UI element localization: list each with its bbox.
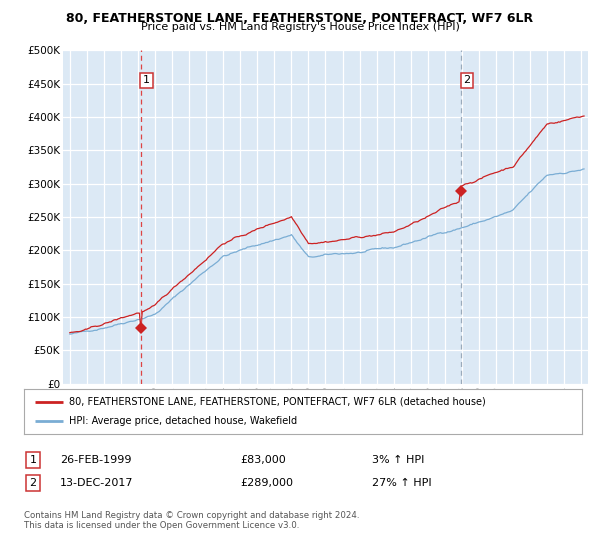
Text: Contains HM Land Registry data © Crown copyright and database right 2024.
This d: Contains HM Land Registry data © Crown c… [24, 511, 359, 530]
Text: Price paid vs. HM Land Registry's House Price Index (HPI): Price paid vs. HM Land Registry's House … [140, 22, 460, 32]
Text: 26-FEB-1999: 26-FEB-1999 [60, 455, 131, 465]
Text: 80, FEATHERSTONE LANE, FEATHERSTONE, PONTEFRACT, WF7 6LR (detached house): 80, FEATHERSTONE LANE, FEATHERSTONE, PON… [68, 396, 485, 407]
Text: 2: 2 [464, 76, 470, 85]
Text: £289,000: £289,000 [240, 478, 293, 488]
Text: 2: 2 [29, 478, 37, 488]
Text: 13-DEC-2017: 13-DEC-2017 [60, 478, 133, 488]
Text: 80, FEATHERSTONE LANE, FEATHERSTONE, PONTEFRACT, WF7 6LR: 80, FEATHERSTONE LANE, FEATHERSTONE, PON… [67, 12, 533, 25]
Text: HPI: Average price, detached house, Wakefield: HPI: Average price, detached house, Wake… [68, 417, 297, 427]
Text: 1: 1 [29, 455, 37, 465]
Text: £83,000: £83,000 [240, 455, 286, 465]
Text: 3% ↑ HPI: 3% ↑ HPI [372, 455, 424, 465]
Text: 1: 1 [143, 76, 150, 85]
Text: 27% ↑ HPI: 27% ↑ HPI [372, 478, 431, 488]
